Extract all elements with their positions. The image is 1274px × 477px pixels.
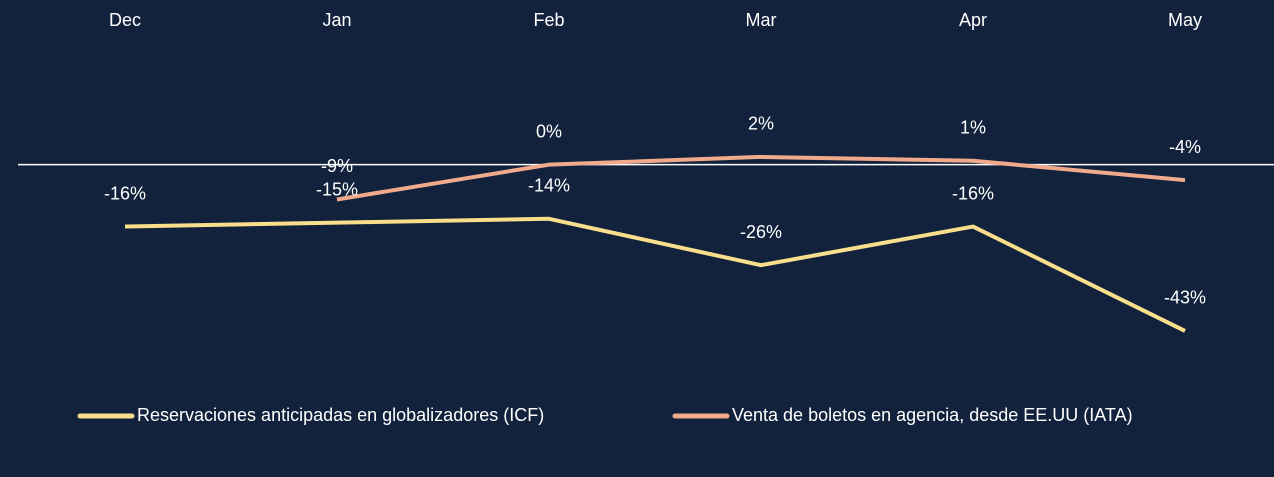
legend-label: Venta de boletos en agencia, desde EE.UU… [732, 405, 1133, 425]
x-tick-label: May [1168, 10, 1202, 30]
x-tick-label: Mar [746, 10, 777, 30]
x-tick-label: Dec [109, 10, 141, 30]
x-tick-label: Jan [322, 10, 351, 30]
data-label: -16% [952, 183, 994, 203]
data-label: -16% [104, 183, 146, 203]
data-label: 0% [536, 121, 562, 141]
series-line [124, 216, 1186, 333]
x-tick-label: Feb [533, 10, 564, 30]
data-label: 1% [960, 118, 986, 138]
series-line [336, 154, 1186, 202]
legend-label: Reservaciones anticipadas en globalizado… [137, 405, 544, 425]
data-label: -43% [1164, 288, 1206, 308]
data-label: -15% [316, 179, 358, 199]
x-tick-label: Apr [959, 10, 987, 30]
data-label: -14% [528, 176, 570, 196]
data-label: -4% [1169, 137, 1201, 157]
data-label: -9% [321, 156, 353, 176]
data-label: 2% [748, 114, 774, 134]
data-label: -26% [740, 222, 782, 242]
